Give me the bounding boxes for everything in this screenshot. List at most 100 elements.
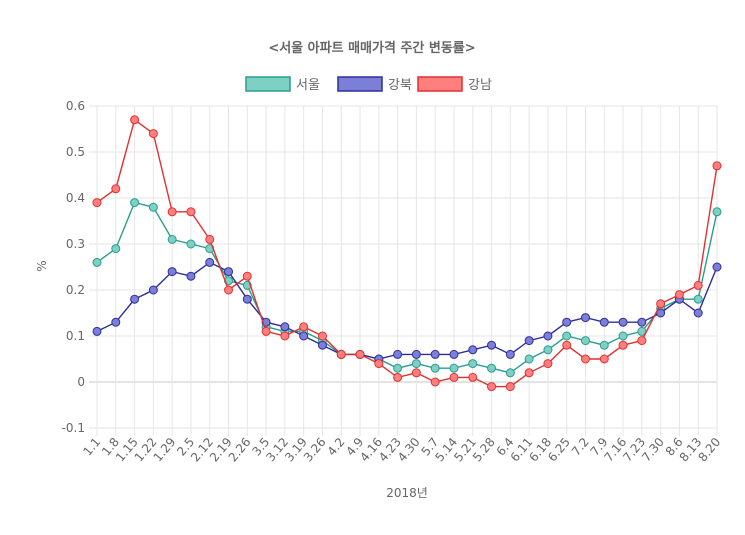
data-point	[468, 359, 478, 369]
data-point	[562, 340, 572, 350]
data-point	[656, 299, 666, 309]
data-point	[487, 363, 497, 373]
data-point	[167, 267, 177, 277]
data-point	[224, 267, 234, 277]
data-point	[599, 354, 609, 364]
data-point	[618, 340, 628, 350]
data-point	[186, 239, 196, 249]
data-point	[599, 317, 609, 327]
y-tick-label: 0.1	[66, 329, 85, 343]
data-point	[148, 129, 158, 139]
y-tick-label: 0.6	[66, 99, 85, 113]
data-point	[693, 308, 703, 318]
data-point	[393, 372, 403, 382]
data-point	[411, 349, 421, 359]
data-point	[580, 336, 590, 346]
y-tick-label: 0.3	[66, 237, 85, 251]
data-point	[111, 317, 121, 327]
data-point	[92, 198, 102, 208]
data-point	[637, 336, 647, 346]
series-line	[96, 201, 718, 374]
data-point	[637, 317, 647, 327]
data-point	[242, 294, 252, 304]
data-point	[487, 340, 497, 350]
data-point	[148, 285, 158, 295]
data-point	[224, 285, 234, 295]
data-point	[618, 331, 628, 341]
data-point	[148, 202, 158, 212]
x-tick-label: 7.2	[569, 435, 592, 459]
data-point	[205, 234, 215, 244]
data-point	[599, 340, 609, 350]
y-axis-title: %	[35, 260, 49, 271]
y-axis-ticks: 0.6 0.5 0.4 0.3 0.2 0.1 0 -0.1	[62, 99, 85, 435]
data-point	[712, 161, 722, 171]
data-point	[505, 349, 515, 359]
data-point	[242, 271, 252, 281]
data-point	[111, 184, 121, 194]
data-point	[543, 345, 553, 355]
data-point	[280, 322, 290, 332]
data-point	[449, 349, 459, 359]
legend-label: 강북	[388, 78, 412, 93]
legend-swatch	[337, 76, 383, 92]
data-point	[411, 368, 421, 378]
data-point	[580, 354, 590, 364]
data-point	[562, 331, 572, 341]
data-point	[524, 368, 534, 378]
data-point	[562, 317, 572, 327]
data-point	[449, 372, 459, 382]
data-point	[261, 326, 271, 336]
data-point	[618, 317, 628, 327]
data-point	[355, 349, 365, 359]
x-tick-label: 4.2	[325, 435, 348, 459]
data-point	[317, 340, 327, 350]
y-tick-label: 0.2	[66, 283, 85, 297]
data-point	[130, 294, 140, 304]
data-point	[280, 331, 290, 341]
series-line	[96, 118, 718, 388]
series-line	[96, 261, 718, 360]
data-point	[205, 257, 215, 267]
data-point	[430, 349, 440, 359]
x-tick-label: 1.1	[80, 435, 103, 459]
data-point	[712, 262, 722, 272]
series-강북	[92, 257, 722, 364]
data-point	[524, 354, 534, 364]
data-point	[92, 257, 102, 267]
data-point	[393, 349, 403, 359]
data-point	[674, 290, 684, 300]
data-point	[693, 294, 703, 304]
data-point	[430, 363, 440, 373]
data-point	[374, 359, 384, 369]
data-point	[167, 207, 177, 217]
series-서울	[92, 198, 722, 378]
series-강남	[92, 115, 722, 392]
legend-label: 서울	[296, 78, 320, 93]
legend-swatch	[245, 76, 291, 92]
data-point	[505, 368, 515, 378]
data-point	[92, 326, 102, 336]
grid	[89, 105, 718, 436]
data-point	[186, 207, 196, 217]
data-point	[712, 207, 722, 217]
data-point	[130, 198, 140, 208]
data-point	[468, 345, 478, 355]
data-point	[299, 322, 309, 332]
data-point	[111, 244, 121, 254]
y-tick-label: 0	[77, 375, 85, 389]
data-point	[393, 363, 403, 373]
data-point	[449, 363, 459, 373]
x-axis-ticks: 1.11.81.151.221.292.52.122.192.263.53.12…	[80, 435, 723, 464]
data-point	[167, 234, 177, 244]
x-tick-label: 8.20	[695, 435, 723, 464]
data-point	[186, 271, 196, 281]
legend: 서울 강북 강남	[245, 76, 492, 93]
data-point	[487, 382, 497, 392]
data-point	[524, 336, 534, 346]
y-tick-label: -0.1	[62, 421, 85, 435]
y-tick-label: 0.4	[66, 191, 85, 205]
data-point	[430, 377, 440, 387]
y-tick-label: 0.5	[66, 145, 85, 159]
legend-label: 강남	[468, 78, 492, 93]
